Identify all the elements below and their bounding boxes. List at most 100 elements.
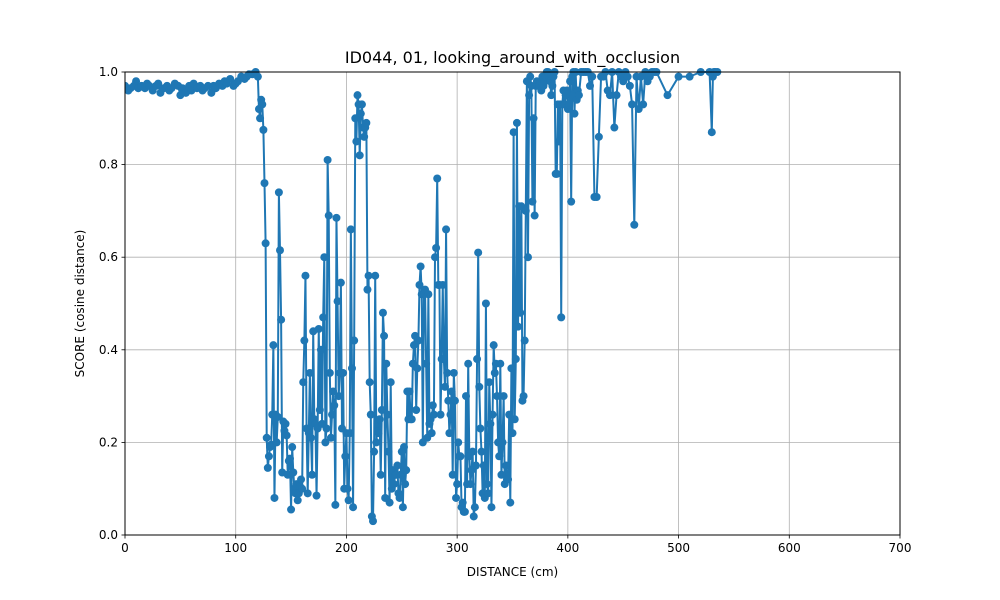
data-point	[498, 438, 507, 447]
data-point	[263, 463, 272, 472]
data-point	[260, 179, 269, 188]
data-point	[610, 123, 619, 132]
data-point	[328, 410, 337, 419]
data-point	[339, 368, 348, 377]
data-point	[630, 220, 639, 229]
data-point	[588, 72, 597, 81]
data-point	[355, 151, 364, 160]
data-point	[299, 378, 308, 387]
data-point	[401, 480, 410, 489]
data-point	[364, 271, 373, 280]
x-tick-label: 200	[335, 541, 358, 555]
data-point	[453, 480, 462, 489]
data-point	[431, 253, 439, 262]
data-point	[464, 359, 473, 368]
data-point	[445, 429, 454, 438]
data-point	[432, 243, 441, 252]
data-point	[496, 359, 505, 368]
data-point	[324, 211, 333, 220]
data-point	[525, 91, 534, 100]
data-point	[422, 359, 431, 368]
data-point	[407, 415, 416, 424]
data-point	[526, 72, 535, 81]
data-point	[272, 438, 281, 447]
data-point	[402, 466, 411, 475]
data-point	[274, 188, 283, 197]
data-point	[371, 271, 380, 280]
data-point	[458, 498, 467, 507]
plot-frame	[124, 71, 901, 536]
data-point	[493, 392, 501, 401]
data-point	[353, 91, 362, 100]
data-point	[384, 447, 393, 456]
data-point	[436, 410, 445, 419]
data-point	[377, 405, 386, 414]
data-point	[547, 91, 556, 100]
data-point	[562, 86, 571, 95]
data-point	[442, 225, 451, 234]
data-point	[261, 239, 270, 248]
data-point	[444, 396, 453, 405]
data-point	[357, 100, 366, 109]
data-point	[366, 410, 375, 419]
data-point	[574, 91, 583, 100]
data-point	[483, 480, 492, 489]
data-point	[349, 503, 358, 512]
data-point	[398, 503, 407, 512]
data-point	[475, 382, 484, 391]
data-point	[466, 480, 475, 489]
data-point	[360, 132, 369, 141]
data-point	[374, 429, 383, 438]
data-point	[369, 517, 377, 526]
data-point	[625, 81, 634, 90]
data-point	[383, 410, 392, 419]
data-point	[519, 392, 528, 401]
data-point	[343, 484, 352, 493]
data-point	[508, 429, 517, 438]
data-point	[449, 368, 458, 377]
data-point	[552, 169, 561, 178]
data-point	[490, 368, 499, 377]
x-tick-label: 0	[121, 541, 129, 555]
data-point	[506, 498, 515, 507]
data-point	[413, 364, 422, 373]
data-point	[350, 336, 359, 345]
data-point	[400, 443, 408, 452]
y-tick-label: 0.6	[99, 250, 118, 264]
data-point	[315, 405, 324, 414]
data-point	[505, 410, 514, 419]
data-point	[555, 137, 563, 146]
data-point	[314, 324, 323, 333]
data-point	[393, 461, 402, 470]
data-point	[623, 72, 632, 81]
data-point	[512, 118, 521, 127]
data-point	[276, 246, 284, 255]
data-point	[476, 424, 485, 433]
data-point	[298, 484, 307, 493]
x-tick-label: 100	[224, 541, 247, 555]
data-point	[470, 503, 479, 512]
chart-title: ID044, 01, looking_around_with_occlusion	[345, 48, 680, 68]
data-point	[256, 114, 265, 123]
data-point	[308, 470, 317, 479]
data-point	[334, 392, 343, 401]
y-tick-label: 0.2	[99, 435, 118, 449]
y-tick-label: 0.0	[99, 528, 118, 542]
data-point	[564, 100, 573, 109]
data-point	[456, 452, 465, 461]
data-point	[330, 401, 339, 410]
data-point	[297, 475, 306, 484]
data-point	[685, 72, 694, 81]
data-point	[530, 211, 539, 220]
data-point	[468, 447, 477, 456]
data-point	[469, 512, 478, 521]
data-point	[323, 155, 332, 164]
data-point	[416, 262, 425, 271]
data-point	[521, 206, 530, 215]
data-point	[474, 248, 483, 257]
data-point	[501, 461, 510, 470]
data-point	[497, 470, 506, 479]
data-point	[329, 387, 338, 396]
data-point	[365, 378, 374, 387]
